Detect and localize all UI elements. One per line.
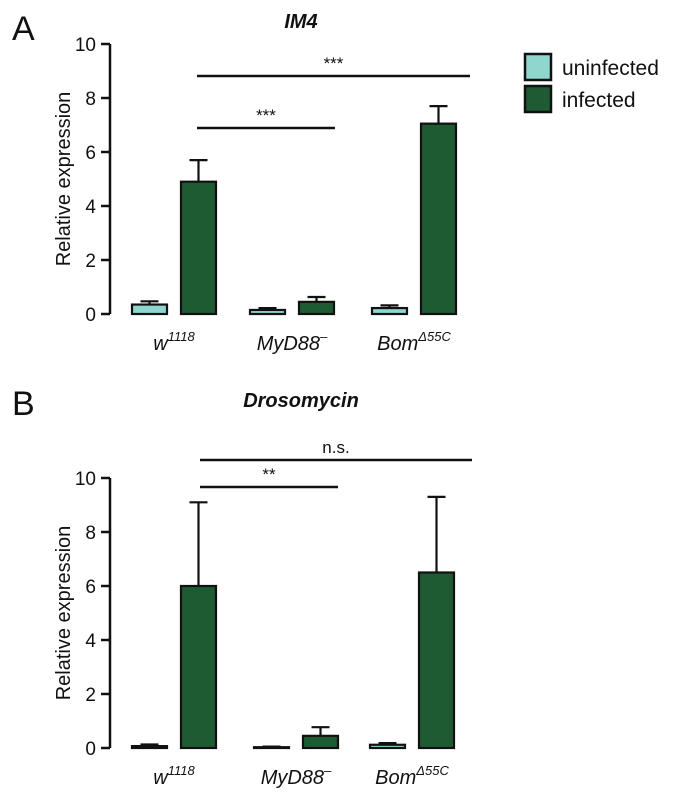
category-label: MyD88– <box>261 763 332 789</box>
y-axis-label: Relative expression <box>53 92 75 267</box>
y-tick-label: 0 <box>85 305 96 326</box>
category-label: BomΔ55C <box>375 763 449 789</box>
chart-title: IM4 <box>284 11 317 33</box>
bar-uninfected <box>130 303 169 316</box>
bar-infected <box>417 571 456 750</box>
bar-uninfected <box>248 308 287 316</box>
y-tick-label: 10 <box>75 35 96 56</box>
significance-label: *** <box>324 54 344 73</box>
bar-infected <box>179 584 218 750</box>
y-axis-label: Relative expression <box>53 526 75 701</box>
bar-infected <box>179 180 218 316</box>
y-tick-label: 2 <box>85 251 96 272</box>
panel-letter: A <box>12 10 35 48</box>
category-label: BomΔ55C <box>377 329 451 355</box>
bar-infected <box>297 300 336 316</box>
panel-letter: B <box>12 385 35 423</box>
y-tick-label: 4 <box>85 197 96 218</box>
bar-infected <box>419 122 458 316</box>
category-label: MyD88– <box>257 329 328 355</box>
bar-uninfected <box>130 745 169 750</box>
bar-uninfected <box>370 306 409 316</box>
bar-infected <box>301 734 340 750</box>
bar-uninfected <box>368 743 407 750</box>
y-tick-label: 10 <box>75 469 96 490</box>
significance-label: n.s. <box>322 438 349 457</box>
y-tick-label: 8 <box>85 89 96 110</box>
category-label: w1118 <box>153 763 195 789</box>
chart-title: Drosomycin <box>243 390 359 412</box>
legend-swatch <box>523 84 553 114</box>
legend-label: infected <box>562 89 636 112</box>
y-tick-label: 6 <box>85 577 96 598</box>
y-tick-label: 4 <box>85 631 96 652</box>
y-tick-label: 2 <box>85 685 96 706</box>
significance-label: *** <box>256 106 276 125</box>
y-tick-label: 6 <box>85 143 96 164</box>
bar-uninfected <box>252 746 291 750</box>
legend-label: uninfected <box>562 57 659 80</box>
panel-a-chart: A IM4 Relative expression 0 2 4 6 8 10 w1118 MyD88… <box>12 10 470 355</box>
legend: uninfected infected <box>523 52 659 114</box>
panel-b-chart: B Drosomycin Relative expression 0 2 4 6 8 10 w11… <box>12 385 472 789</box>
category-label: w1118 <box>153 329 195 355</box>
significance-label: ** <box>262 465 276 484</box>
y-tick-label: 8 <box>85 523 96 544</box>
legend-swatch <box>523 52 553 82</box>
y-tick-label: 0 <box>85 739 96 760</box>
